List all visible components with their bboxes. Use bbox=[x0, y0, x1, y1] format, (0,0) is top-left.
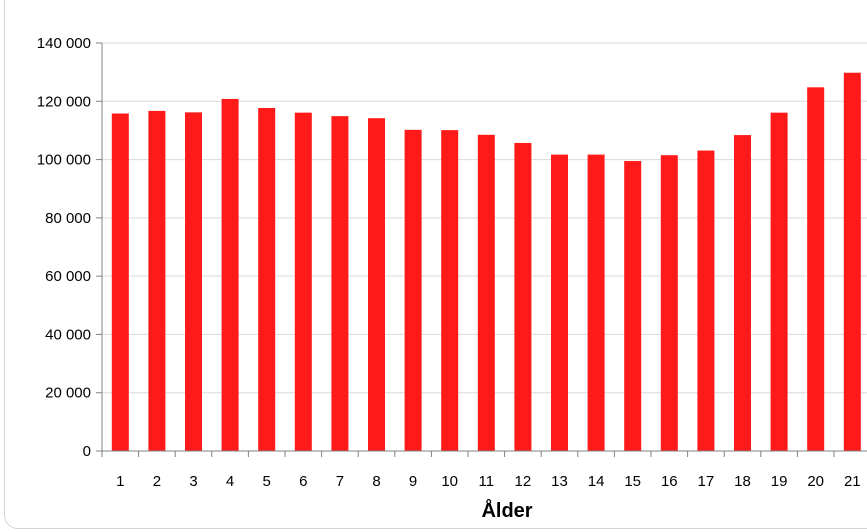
x-tick-label: 4 bbox=[226, 473, 234, 490]
bar bbox=[368, 118, 385, 451]
y-tick-label: 40 000 bbox=[45, 326, 91, 343]
y-tick-label: 120 000 bbox=[37, 93, 91, 110]
bar bbox=[587, 154, 605, 452]
bar bbox=[221, 98, 239, 451]
x-tick-label: 8 bbox=[372, 473, 380, 490]
axes bbox=[96, 42, 867, 457]
x-tick-label: 16 bbox=[661, 473, 678, 490]
bar bbox=[258, 107, 276, 451]
x-tick-labels: 1 2 3 4 5 6 7 8 9 10 11 12 13 14 15 16 17 18 19 20 21 bbox=[116, 473, 861, 490]
bar bbox=[551, 154, 568, 452]
x-tick-label: 13 bbox=[551, 473, 568, 490]
x-tick-label: 6 bbox=[299, 473, 307, 490]
bar bbox=[697, 150, 715, 451]
bar bbox=[807, 87, 825, 451]
bar bbox=[514, 142, 532, 451]
x-tick-label: 20 bbox=[807, 473, 824, 490]
bar bbox=[734, 135, 751, 451]
bars bbox=[111, 72, 861, 452]
x-tick-label: 12 bbox=[515, 473, 532, 490]
x-tick-label: 10 bbox=[441, 473, 458, 490]
x-tick-label: 1 bbox=[116, 473, 124, 490]
bar bbox=[441, 130, 459, 451]
y-tick-label: 60 000 bbox=[45, 268, 91, 285]
bar bbox=[660, 155, 678, 451]
x-tick-label: 21 bbox=[844, 473, 861, 490]
bar bbox=[843, 72, 861, 452]
bar bbox=[111, 113, 129, 452]
x-tick-label: 2 bbox=[153, 473, 161, 490]
bar bbox=[185, 112, 202, 452]
y-tick-label: 0 bbox=[83, 443, 91, 460]
x-axis-title: Ålder bbox=[481, 498, 532, 522]
bar bbox=[294, 112, 312, 451]
x-tick-label: 15 bbox=[624, 473, 641, 490]
bar bbox=[770, 112, 788, 451]
y-tick-label: 80 000 bbox=[45, 210, 91, 227]
x-tick-label: 3 bbox=[189, 473, 197, 490]
bar bbox=[624, 161, 642, 451]
x-tick-label: 18 bbox=[734, 473, 751, 490]
bar bbox=[331, 116, 349, 452]
chart-frame bbox=[4, 0, 867, 529]
y-tick-label: 100 000 bbox=[37, 152, 91, 169]
bar bbox=[148, 110, 166, 451]
bar bbox=[477, 134, 495, 452]
y-tick-labels: 0 20 000 40 000 60 000 80 000 100 000 120 000 1… bbox=[37, 35, 91, 460]
x-tick-label: 19 bbox=[771, 473, 788, 490]
x-tick-label: 14 bbox=[588, 473, 605, 490]
y-tick-label: 20 000 bbox=[45, 385, 91, 402]
bar bbox=[404, 129, 422, 452]
x-tick-label: 17 bbox=[698, 473, 715, 490]
x-tick-label: 5 bbox=[263, 473, 271, 490]
x-tick-label: 11 bbox=[479, 473, 495, 490]
y-tick-label: 140 000 bbox=[37, 35, 91, 52]
x-tick-label: 9 bbox=[409, 473, 417, 490]
x-tick-label: 7 bbox=[336, 473, 344, 490]
